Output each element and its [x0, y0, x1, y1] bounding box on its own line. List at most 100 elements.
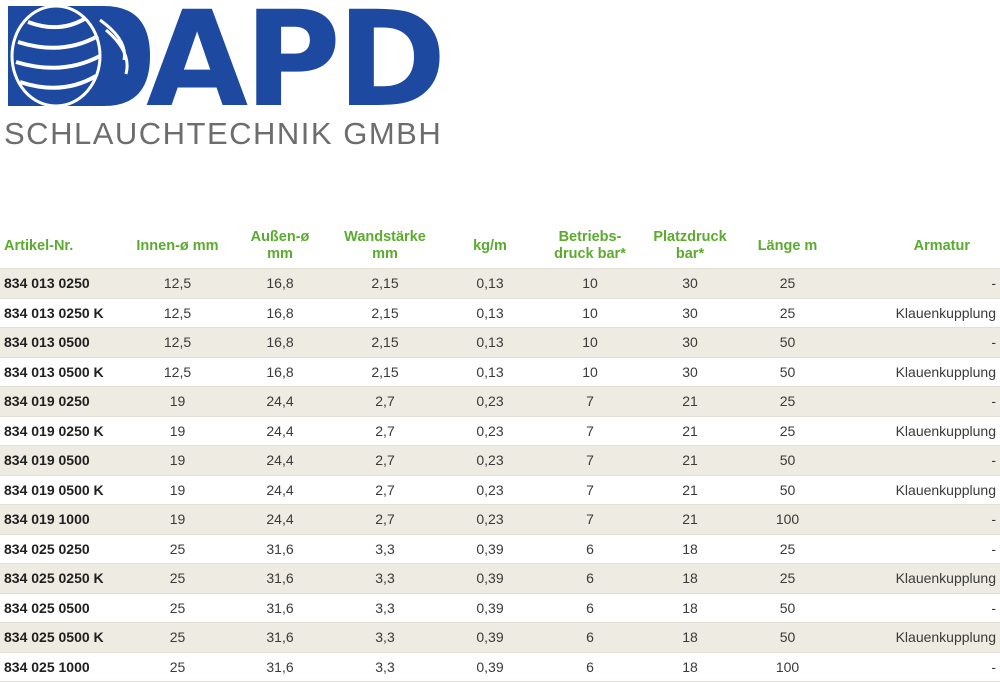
- table-row: 834 019 1000 19 24,4 2,7 0,23 7 21 100-: [0, 504, 1000, 535]
- table-cell: Klauenkupplung: [835, 622, 1000, 653]
- table-cell: Klauenkupplung: [835, 475, 1000, 505]
- table-row: 834 013 0500 12,5 16,8 2,15 0,13 10 30 50-: [0, 327, 1000, 358]
- table-cell: 19: [125, 475, 230, 505]
- hose-coil-icon: [8, 4, 150, 108]
- table-cell: 7: [540, 445, 640, 476]
- column-header: Betriebs-druck bar*: [540, 224, 640, 269]
- table-cell: 19: [125, 416, 230, 446]
- table-cell: 0,13: [440, 298, 540, 328]
- table-cell: -: [835, 534, 1000, 564]
- table-cell: 31,6: [230, 563, 330, 594]
- table-cell: -: [835, 386, 1000, 417]
- table-cell: 3,3: [330, 563, 440, 594]
- article-number-cell: 834 019 0250: [0, 386, 125, 417]
- table-cell: 0,23: [440, 386, 540, 417]
- column-header: Armatur: [835, 224, 1000, 269]
- table-row: 834 019 0500 K 19 24,4 2,7 0,23 7 21 50 Klauenku…: [0, 475, 1000, 505]
- table-cell: 16,8: [230, 357, 330, 387]
- column-header: Länge m: [740, 224, 835, 269]
- article-number-cell: 834 019 0500: [0, 445, 125, 476]
- table-cell: 6: [540, 563, 640, 594]
- table-row: 834 025 0500 K 25 31,6 3,3 0,39 6 18 50 Klauenku…: [0, 622, 1000, 653]
- table-cell: 2,7: [330, 475, 440, 505]
- table-cell: 0,39: [440, 652, 540, 682]
- table-cell: 50: [740, 357, 835, 387]
- table-cell: 19: [125, 386, 230, 417]
- column-header: Innen-ø mm: [125, 224, 230, 269]
- product-table: Artikel-Nr. Innen-ø mm Außen-ø mm Wandstärke…: [0, 224, 1000, 682]
- column-header: Artikel-Nr.: [0, 224, 125, 269]
- table-row: 834 019 0250 19 24,4 2,7 0,23 7 21 25-: [0, 386, 1000, 417]
- table-cell: 25: [740, 268, 835, 299]
- table-cell: 18: [640, 593, 740, 623]
- table-cell: 50: [740, 475, 835, 505]
- table-header-row: Artikel-Nr. Innen-ø mm Außen-ø mm Wandstärke…: [0, 224, 1000, 269]
- table-cell: 25: [740, 534, 835, 564]
- table-cell: 31,6: [230, 534, 330, 564]
- table-cell: 30: [640, 357, 740, 387]
- table-cell: 50: [740, 622, 835, 653]
- table-cell: 3,3: [330, 534, 440, 564]
- table-cell: 0,13: [440, 327, 540, 358]
- table-cell: -: [835, 268, 1000, 299]
- table-cell: 16,8: [230, 298, 330, 328]
- table-cell: 21: [640, 445, 740, 476]
- table-cell: 18: [640, 563, 740, 594]
- table-cell: 2,7: [330, 504, 440, 535]
- table-cell: 24,4: [230, 475, 330, 505]
- table-cell: 0,13: [440, 268, 540, 299]
- table-cell: 2,15: [330, 357, 440, 387]
- table-row: 834 025 0250 25 31,6 3,3 0,39 6 18 25-: [0, 534, 1000, 564]
- table-row: 834 013 0500 K 12,5 16,8 2,15 0,13 10 30 50 Klau…: [0, 357, 1000, 387]
- article-number-cell: 834 019 0250 K: [0, 416, 125, 446]
- table-cell: 10: [540, 268, 640, 299]
- table-cell: 25: [125, 622, 230, 653]
- table-row: 834 019 0250 K 19 24,4 2,7 0,23 7 21 25 Klauenku…: [0, 416, 1000, 446]
- table-cell: 0,39: [440, 622, 540, 653]
- table-body: 834 013 0250 12,5 16,8 2,15 0,13 10 30 25-834 0…: [0, 268, 1000, 682]
- table-cell: 0,23: [440, 504, 540, 535]
- table-cell: 6: [540, 622, 640, 653]
- table-cell: 2,15: [330, 268, 440, 299]
- table-cell: 0,39: [440, 563, 540, 594]
- table-cell: 7: [540, 475, 640, 505]
- table-cell: 12,5: [125, 327, 230, 358]
- article-number-cell: 834 013 0250 K: [0, 298, 125, 328]
- table-cell: 31,6: [230, 652, 330, 682]
- table-cell: 24,4: [230, 445, 330, 476]
- table-cell: Klauenkupplung: [835, 563, 1000, 594]
- article-number-cell: 834 019 0500 K: [0, 475, 125, 505]
- table-cell: 7: [540, 386, 640, 417]
- table-cell: 31,6: [230, 622, 330, 653]
- table-cell: 24,4: [230, 416, 330, 446]
- table-cell: 19: [125, 504, 230, 535]
- column-header: Platzdruck bar*: [640, 224, 740, 269]
- column-header: kg/m: [440, 224, 540, 269]
- table-cell: 21: [640, 475, 740, 505]
- table-cell: 18: [640, 622, 740, 653]
- table-row: 834 013 0250 12,5 16,8 2,15 0,13 10 30 25-: [0, 268, 1000, 299]
- table-cell: -: [835, 327, 1000, 358]
- table-cell: 0,23: [440, 445, 540, 476]
- table-cell: 25: [125, 593, 230, 623]
- table-cell: 3,3: [330, 652, 440, 682]
- column-header: Außen-ø mm: [230, 224, 330, 269]
- table-row: 834 025 0500 25 31,6 3,3 0,39 6 18 50-: [0, 593, 1000, 623]
- table-cell: 30: [640, 268, 740, 299]
- table-cell: 0,39: [440, 593, 540, 623]
- table-cell: 2,7: [330, 445, 440, 476]
- table-cell: 12,5: [125, 298, 230, 328]
- table-cell: 2,7: [330, 386, 440, 417]
- table-cell: 21: [640, 416, 740, 446]
- table-cell: 25: [740, 298, 835, 328]
- table-row: 834 025 1000 25 31,6 3,3 0,39 6 18 100-: [0, 652, 1000, 682]
- table-cell: 25: [125, 534, 230, 564]
- table-cell: 30: [640, 327, 740, 358]
- table-cell: Klauenkupplung: [835, 298, 1000, 328]
- table-cell: 7: [540, 416, 640, 446]
- table-cell: 0,39: [440, 534, 540, 564]
- table-cell: 6: [540, 652, 640, 682]
- article-number-cell: 834 025 0250 K: [0, 563, 125, 594]
- table-cell: 100: [740, 652, 835, 682]
- table-cell: 30: [640, 298, 740, 328]
